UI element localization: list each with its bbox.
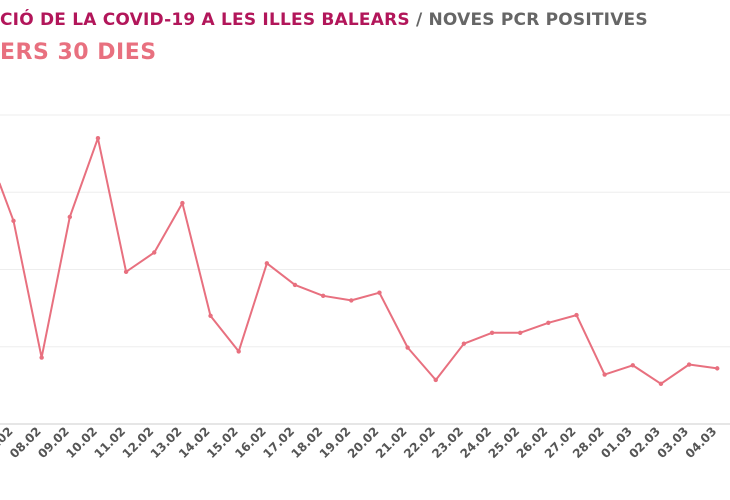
data-point [11,218,16,224]
data-point [715,366,720,371]
data-point [686,362,692,367]
chart-title-main: CIÓ DE LA COVID-19 A LES ILLES BALEARS [0,10,410,30]
chart-subtitle: ERS 30 DIES [0,40,157,65]
chart-title: CIÓ DE LA COVID-19 A LES ILLES BALEARS /… [0,10,648,30]
data-point [208,313,213,319]
data-point [123,269,129,275]
data-point [292,282,298,288]
data-point [433,377,438,383]
data-point [574,312,579,318]
data-point [405,345,410,350]
chart-title-sub: NOVES PCR POSITIVES [428,10,648,30]
data-point [377,290,382,295]
data-point [658,381,664,387]
data-point [320,293,326,298]
chart-title-separator: / [409,10,429,30]
data-point [489,330,495,336]
data-point [95,135,101,141]
data-point [518,330,523,336]
data-point [264,261,270,266]
data-point [236,349,241,354]
data-point [152,250,157,255]
data-point [461,341,467,346]
data-point [39,355,44,360]
data-point [602,372,607,377]
x-tick-label: 04.03 [683,424,720,461]
data-point [67,214,73,220]
data-point [349,298,354,303]
data-point [546,320,551,326]
data-point [630,363,635,368]
data-point [180,200,185,206]
